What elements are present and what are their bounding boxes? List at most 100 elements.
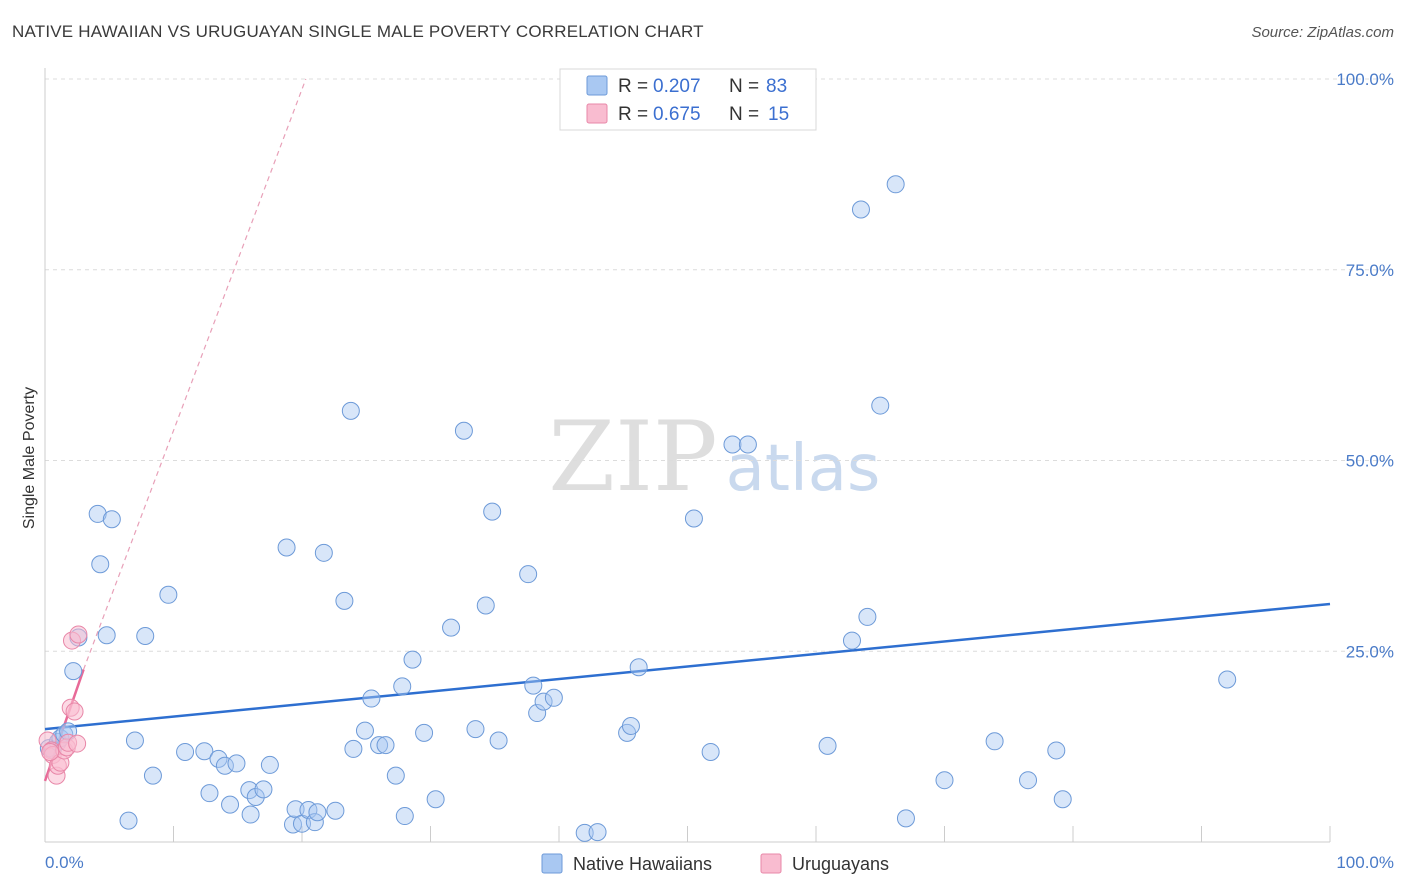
point-native-hawaiians [88,504,107,523]
point-native-hawaiians [985,732,1004,751]
point-uruguayans [41,742,60,761]
source-label: Source: ZipAtlas.com [1251,24,1394,41]
watermark: ZIP atlas [548,401,880,513]
point-native-hawaiians [454,421,473,440]
point-native-hawaiians [386,766,405,785]
point-native-hawaiians [476,596,495,615]
point-native-hawaiians [370,736,389,755]
point-native-hawaiians [362,689,381,708]
point-native-hawaiians [528,704,547,723]
point-native-hawaiians [483,502,502,521]
legend-n-uruguayans: 15 [768,104,789,125]
point-native-hawaiians [341,401,360,420]
point-native-hawaiians [102,510,121,529]
point-native-hawaiians [277,538,296,557]
x-tick-label-max: 100.0% [1336,853,1394,872]
point-native-hawaiians [246,787,265,806]
point-native-hawaiians [308,803,327,822]
point-native-hawaiians [395,807,414,826]
point-native-hawaiians [426,790,445,809]
point-native-hawaiians [851,200,870,219]
point-native-hawaiians [125,731,144,750]
point-native-hawaiians [466,720,485,739]
point-native-hawaiians [97,626,116,645]
point-native-hawaiians [415,723,434,742]
point-native-hawaiians [524,676,543,695]
point-native-hawaiians [376,736,395,755]
point-native-hawaiians [544,688,563,707]
point-native-hawaiians [442,618,461,637]
point-uruguayans [65,702,84,721]
watermark-atlas: atlas [726,432,881,506]
legend-n-native-hawaiians: 83 [766,76,787,97]
point-native-hawaiians [241,805,260,824]
point-native-hawaiians [1047,741,1066,760]
point-native-hawaiians [818,736,837,755]
point-native-hawaiians [684,509,703,528]
point-native-hawaiians [519,565,538,584]
point-native-hawaiians [1019,771,1038,790]
point-native-hawaiians [221,795,240,814]
point-native-hawaiians [1218,670,1237,689]
point-native-hawaiians [534,692,553,711]
point-native-hawaiians [335,591,354,610]
point-native-hawaiians [314,543,333,562]
point-native-hawaiians [723,435,742,454]
point-native-hawaiians [176,742,195,761]
point-native-hawaiians [240,781,259,800]
point-native-hawaiians [588,823,607,842]
tick-labels: 0.0% 100.0% 25.0% 50.0% 75.0% 100.0% [45,70,1394,872]
data-points [38,175,1237,842]
legend-r-label: R = [618,104,648,125]
point-native-hawaiians [403,650,422,669]
legend-swatch-uruguayans [586,103,608,124]
bottom-legend-uruguayans: Uruguayans [792,854,889,874]
x-tick-label-min: 0.0% [45,853,84,872]
y-tick-label-75: 75.0% [1346,261,1394,280]
point-native-hawaiians [886,175,905,194]
point-native-hawaiians [326,801,345,820]
point-native-hawaiians [738,435,757,454]
point-native-hawaiians [842,631,861,650]
point-native-hawaiians [64,662,83,681]
point-native-hawaiians [701,742,720,761]
watermark-zip: ZIP [548,401,717,513]
bottom-legend-native-hawaiians: Native Hawaiians [573,854,712,874]
point-native-hawaiians [355,721,374,740]
axes [44,68,1331,843]
legend-swatch-native-hawaiians [586,75,608,96]
point-native-hawaiians [195,742,214,761]
point-native-hawaiians [209,749,228,768]
y-axis-label: Single Male Poverty [21,387,38,529]
point-native-hawaiians [393,677,412,696]
point-native-hawaiians [227,754,246,773]
point-native-hawaiians [159,585,178,604]
point-native-hawaiians [489,731,508,750]
point-native-hawaiians [621,717,640,736]
point-native-hawaiians [136,626,155,645]
point-native-hawaiians [284,815,303,834]
point-native-hawaiians [91,555,110,574]
point-native-hawaiians [143,766,162,785]
y-tick-label-100: 100.0% [1336,70,1394,89]
point-uruguayans [69,625,88,644]
point-native-hawaiians [254,780,273,799]
y-tick-label-50: 50.0% [1346,452,1394,471]
point-native-hawaiians [215,756,234,775]
point-native-hawaiians [858,607,877,626]
point-native-hawaiians [119,811,138,830]
legend-box: R = 0.207 N = 83 R = 0.675 N = 15 [559,68,817,131]
trend-line-extension-uruguayans [82,78,307,670]
legend-n-label: N = [729,104,759,125]
point-native-hawaiians [935,771,954,790]
legend-r-native-hawaiians: 0.207 [653,76,701,97]
legend-r-uruguayans: 0.675 [653,104,701,125]
chart-title: NATIVE HAWAIIAN VS URUGUAYAN SINGLE MALE… [12,22,704,41]
point-native-hawaiians [575,823,594,842]
gridlines [45,78,1394,652]
point-native-hawaiians [896,809,915,828]
point-native-hawaiians [260,755,279,774]
trend-line-native-hawaiians [44,602,1331,731]
legend-n-label: N = [729,76,759,97]
